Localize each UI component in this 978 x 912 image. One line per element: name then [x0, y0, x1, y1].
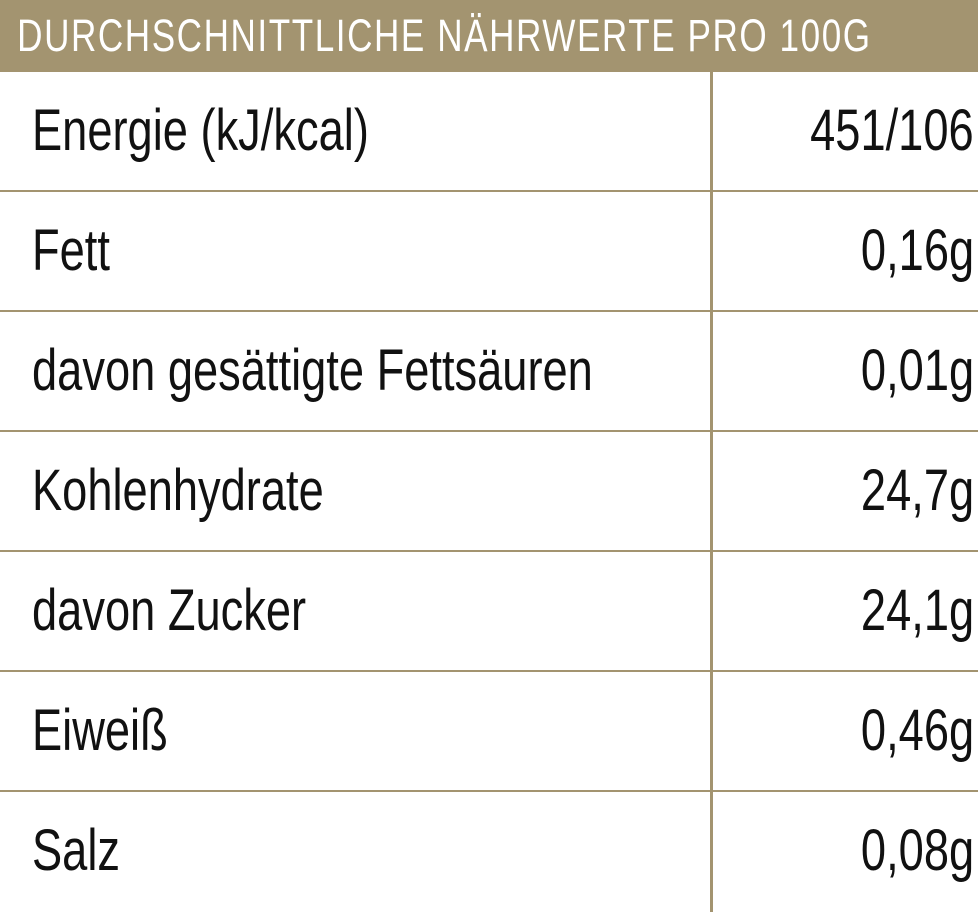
column-divider [710, 72, 713, 912]
row-label: Kohlenhydrate [32, 458, 324, 523]
table-header: DURCHSCHNITTLICHE NÄHRWERTE PRO 100G [0, 0, 978, 72]
row-value: 24,1g [860, 578, 974, 643]
row-value: 24,7g [860, 458, 974, 523]
table-row-carbohydrates: Kohlenhydrate 24,7g [0, 432, 978, 552]
table-row-protein: Eiweiß 0,46g [0, 672, 978, 792]
row-label: davon gesättigte Fettsäuren [32, 338, 593, 403]
row-value: 0,16g [860, 218, 974, 283]
row-label: Fett [32, 218, 110, 283]
table-row-sugar: davon Zucker 24,1g [0, 552, 978, 672]
row-value: 0,01g [860, 338, 974, 403]
row-divider [0, 190, 978, 192]
row-label: Salz [32, 818, 121, 883]
row-divider [0, 550, 978, 552]
table-title: DURCHSCHNITTLICHE NÄHRWERTE PRO 100G [17, 10, 872, 61]
row-divider [0, 670, 978, 672]
table-row-energy: Energie (kJ/kcal) 451/106 [0, 72, 978, 192]
row-divider [0, 790, 978, 792]
row-value: 451/106 [810, 98, 974, 163]
row-label: davon Zucker [32, 578, 307, 643]
table-row-saturated-fat: davon gesättigte Fettsäuren 0,01g [0, 312, 978, 432]
table-row-fat: Fett 0,16g [0, 192, 978, 312]
row-value: 0,08g [860, 818, 974, 883]
row-divider [0, 430, 978, 432]
row-label: Energie (kJ/kcal) [32, 98, 369, 163]
row-divider [0, 310, 978, 312]
row-label: Eiweiß [32, 698, 168, 763]
row-value: 0,46g [860, 698, 974, 763]
table-row-salt: Salz 0,08g [0, 792, 978, 912]
